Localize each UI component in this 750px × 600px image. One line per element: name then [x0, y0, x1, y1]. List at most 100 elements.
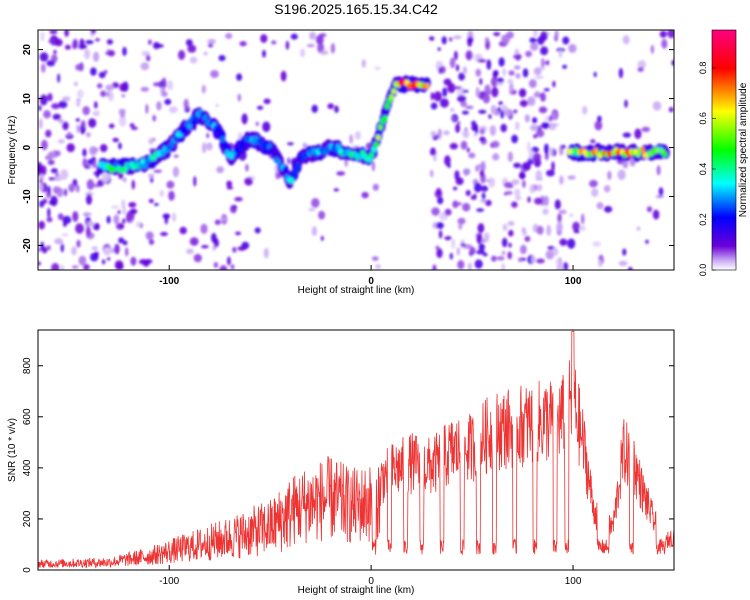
spectrogram-noise-cell	[504, 191, 513, 195]
spectrogram-noise-cell	[78, 255, 87, 266]
spectrogram-ridge-cell	[384, 103, 390, 110]
spectrogram-noise-cell	[492, 70, 497, 78]
spectrogram-noise-cell	[62, 121, 69, 131]
spectrogram-ridge-cell	[391, 88, 397, 95]
spectrogram-noise-cell	[476, 250, 486, 255]
spectrogram-noise-cell	[239, 41, 247, 47]
spectrogram-noise-cell	[507, 251, 512, 260]
spectrogram-noise-cell	[458, 223, 463, 230]
spectrogram-noise-cell	[449, 37, 453, 42]
spectrogram-noise-cell	[652, 209, 660, 220]
spectrogram-ridge-cell	[369, 152, 374, 159]
colorbar-tick-label: 0.2	[698, 213, 708, 226]
spectrogram-noise-cell	[82, 158, 88, 168]
spectrogram-noise-cell	[220, 216, 227, 222]
spectrogram-noise-cell	[263, 247, 269, 259]
spectrogram-noise-cell	[567, 238, 576, 249]
spectrogram-noise-cell	[668, 106, 674, 113]
spectrogram-noise-cell	[47, 185, 51, 195]
spectrogram-noise-cell	[527, 141, 531, 152]
spectrogram-noise-cell	[147, 173, 155, 178]
spectrogram-ridge-cell	[222, 142, 228, 149]
spectrogram-noise-cell	[75, 223, 84, 234]
spectrogram-noise-cell	[334, 105, 339, 113]
spectrogram-noise-cell	[437, 47, 441, 51]
spectrogram-noise-cell	[567, 175, 576, 180]
spectrogram-noise-cell	[131, 179, 135, 190]
spectrogram-ridge-cell	[218, 130, 223, 137]
spectrogram-noise-cell	[117, 210, 121, 215]
spectrogram-noise-cell	[546, 60, 550, 66]
spectrogram-noise-cell	[280, 70, 287, 82]
spectrogram-noise-cell	[528, 149, 534, 160]
spectrogram-noise-cell	[64, 188, 67, 197]
spectrogram-noise-cell	[285, 40, 290, 50]
spectrogram-noise-cell	[244, 177, 253, 186]
spectrogram-noise-cell	[71, 246, 77, 256]
spectrogram-noise-cell	[68, 183, 76, 193]
spectrogram-noise-cell	[146, 54, 151, 62]
spectrogram-noise-cell	[460, 100, 467, 108]
spectrogram-noise-cell	[454, 50, 458, 61]
spectrogram-noise-cell	[95, 223, 100, 231]
spectrogram-ridge-cell	[295, 162, 301, 169]
spectrogram-noise-cell	[465, 190, 471, 196]
spectrogram-noise-cell	[452, 200, 459, 209]
spectrogram-noise-cell	[430, 169, 434, 178]
spectrogram-noise-cell	[532, 153, 542, 162]
spectrogram-ridge-cell	[275, 159, 281, 166]
spectrogram-noise-cell	[559, 238, 568, 246]
spectrogram-noise-cell	[582, 105, 588, 115]
spectrogram-noise-cell	[101, 259, 106, 265]
spectrogram-noise-cell	[208, 43, 214, 48]
spectrogram-noise-cell	[62, 96, 71, 102]
spectrogram-noise-cell	[658, 187, 664, 197]
spectrogram-noise-cell	[594, 120, 603, 131]
spectrogram-noise-cell	[148, 39, 152, 45]
spectrogram-noise-cell	[443, 130, 450, 136]
spectrogram-noise-cell	[484, 37, 490, 43]
colorbar-tick-label: 0.6	[698, 112, 708, 125]
spectrogram-noise-cell	[498, 57, 505, 67]
spectrogram-noise-cell	[156, 101, 162, 111]
spectrogram-noise-cell	[164, 98, 172, 105]
spectrogram-noise-cell	[145, 103, 149, 114]
spectrogram-noise-cell	[193, 176, 197, 187]
spectrogram-noise-cell	[168, 190, 175, 201]
spectrogram-noise-cell	[349, 134, 353, 144]
snr-x-tick-label: 100	[565, 576, 582, 587]
spectrogram-noise-cell	[71, 265, 79, 269]
spectrogram-noise-cell	[641, 126, 651, 133]
spectrogram-noise-cell	[477, 58, 486, 63]
spectrogram-noise-cell	[524, 114, 530, 123]
spectrogram-noise-cell	[590, 139, 596, 144]
spectrogram-noise-cell	[262, 49, 266, 58]
spectrogram-noise-cell	[652, 101, 662, 111]
spectrogram-noise-cell	[450, 238, 456, 249]
spectrogram-noise-cell	[333, 188, 339, 192]
spectrogram-noise-cell	[552, 247, 559, 256]
spectrogram-noise-cell	[436, 248, 443, 259]
spectrogram-noise-cell	[568, 43, 577, 53]
spectrogram-noise-cell	[618, 67, 624, 79]
spectrogram-noise-cell	[460, 140, 468, 150]
spectrogram-noise-cell	[624, 99, 628, 108]
spectrogram-noise-cell	[214, 219, 221, 225]
spectrogram-noise-cell	[551, 161, 555, 172]
spectrogram-noise-cell	[306, 44, 315, 48]
spectrogram-noise-cell	[260, 34, 268, 43]
spectrogram-noise-cell	[476, 208, 485, 212]
spectrogram-ridge-cell	[289, 177, 295, 184]
spectrogram-noise-cell	[262, 121, 271, 133]
spectrogram-noise-cell	[103, 247, 112, 256]
spectrogram-noise-cell	[51, 263, 60, 270]
spectrogram-noise-cell	[140, 86, 149, 92]
spectrogram-noise-cell	[49, 30, 58, 35]
spectrogram-noise-cell	[90, 67, 97, 76]
spectrogram-noise-cell	[659, 30, 667, 38]
spectrogram-noise-cell	[92, 161, 97, 169]
spectrogram-noise-cell	[520, 244, 527, 255]
spectrogram-noise-cell	[38, 261, 41, 266]
spectrogram-noise-cell	[93, 51, 100, 62]
